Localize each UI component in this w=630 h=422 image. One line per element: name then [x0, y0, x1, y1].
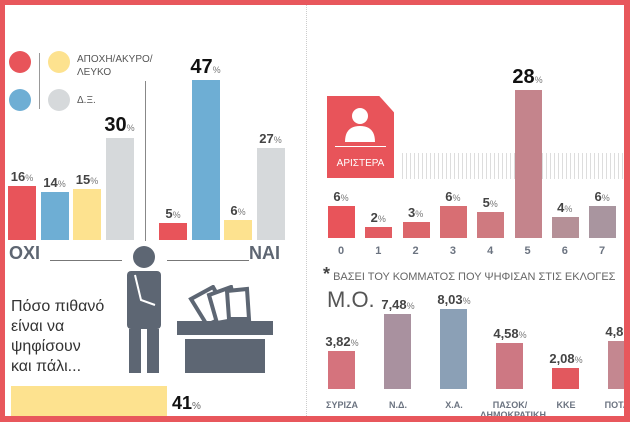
data-label: 6% [594, 189, 610, 205]
category-label: 0 [337, 245, 345, 257]
left-ideology-tag: ΑΡΙΣΤΕΡΑ [327, 96, 394, 178]
data-label: 4,58% [493, 326, 527, 342]
nai-label: ΝΑΙ [249, 243, 280, 263]
note: * ΒΑΣΕΙ ΤΟΥ ΚΟΜΜΑΤΟΣ ΠΟΥ ΨΗΦΙΣΑΝ ΣΤΙΣ ΕΚ… [323, 264, 615, 285]
asterisk: * [323, 264, 331, 284]
legend-dk-label: Δ.Ξ. [77, 95, 96, 106]
bar-party-0 [328, 350, 355, 389]
question-line: Πόσο πιθανό [11, 298, 105, 315]
bar-party-1 [384, 314, 411, 389]
party-label: Χ.Α. [445, 400, 463, 410]
data-label: 2,08% [549, 351, 583, 367]
category-label: 6 [561, 245, 568, 257]
bar-party-5 [608, 341, 624, 389]
ballot-box-icon [177, 285, 273, 373]
data-label: 47% [190, 56, 221, 79]
category-label: 1 [375, 245, 382, 257]
abstain-legend-swatch [48, 51, 70, 73]
question-line: ψηφίσουν [11, 338, 81, 355]
bar-scale-5 [514, 89, 542, 238]
bar-party-2 [440, 308, 467, 389]
nai-line [167, 260, 249, 261]
data-label: 6% [333, 189, 349, 205]
data-label: 30% [104, 114, 135, 136]
panel-divider [306, 5, 307, 416]
bar-party-4 [552, 368, 579, 389]
data-label: 28% [512, 65, 543, 88]
bar-scale-3 [439, 206, 467, 238]
legend-abstain-line2: ΛΕΥΚΟ [77, 67, 112, 78]
bar-party-3 [496, 343, 523, 389]
revote-unit: % [192, 401, 201, 412]
left-tag-label: ΑΡΙΣΤΕΡΑ [336, 158, 385, 169]
revote-value: 41 [172, 393, 193, 413]
question-line: και πάλι... [11, 358, 82, 375]
legend-divider [39, 53, 40, 109]
bar-ΝΑΙ-ΣΥΡΙΖΑ [159, 223, 187, 240]
data-label: 5% [482, 194, 498, 210]
person-icon [335, 108, 386, 147]
hatch-band [402, 153, 624, 179]
note-text: ΒΑΣΕΙ ΤΟΥ ΚΟΜΜΑΤΟΣ ΠΟΥ ΨΗΦΙΣΑΝ ΣΤΙΣ ΕΚΛΟ… [333, 271, 616, 283]
category-label: 7 [599, 245, 606, 257]
category-label: 5 [524, 245, 531, 257]
bar-scale-1 [365, 227, 393, 238]
bar-ΝΑΙ-Δ.Ξ. [256, 148, 285, 240]
data-label: 8,03% [437, 291, 471, 307]
bar-ΟΧΙ-Ν.Δ. [40, 192, 69, 240]
mo-title: Μ.Ο. [327, 287, 375, 312]
data-label: 6% [230, 202, 246, 218]
question-text: Πόσο πιθανό είναι να ψηφίσουν και πάλι..… [11, 297, 104, 377]
bar-ΝΑΙ-ΑΠΟΧΗ/ΑΚΥΡΟ/ΛΕΥΚΟ [224, 219, 252, 240]
legend-abstain-label: ΑΠΟΧΗ/ΑΚΥΡΟ/ΛΕΥΚΟ [77, 53, 153, 79]
data-label: 4% [557, 199, 573, 215]
category-label: 2 [412, 245, 419, 257]
party-label: ΣΥΡΙΖΑ [326, 400, 358, 410]
bar-scale-2 [402, 222, 430, 238]
data-label: 3,82% [325, 333, 359, 349]
thinking-person-icon [127, 246, 161, 373]
category-label: 3 [449, 245, 456, 257]
bar-scale-4 [477, 211, 505, 238]
party-label: ΠΟΤΑΜΙ [604, 400, 624, 410]
bar-scale-7 [589, 206, 617, 238]
data-label: 27% [259, 131, 282, 147]
bar-scale-6 [551, 216, 579, 238]
bar-ΟΧΙ-ΣΥΡΙΖΑ [8, 185, 36, 240]
revote-likelihood-value: 41% [172, 393, 201, 414]
data-label: 16% [10, 168, 34, 184]
data-label: 4,80% [605, 324, 624, 339]
dk-legend-swatch [48, 89, 70, 111]
party-label: Ν.Δ. [389, 400, 407, 410]
data-label: 6% [445, 189, 461, 205]
bar-ΝΑΙ-Ν.Δ. [191, 80, 220, 240]
syriza-legend-icon [9, 51, 31, 73]
revote-likelihood-bar [11, 386, 167, 416]
oxi-line [50, 260, 122, 261]
data-label: 14% [43, 175, 66, 191]
oxi-nai-divider [145, 81, 146, 241]
infographic: ΑΠΟΧΗ/ΑΚΥΡΟ/ΛΕΥΚΟ Δ.Ξ. ΟΧΙ ΝΑΙ Πόσο πιθα… [5, 5, 624, 416]
data-label: 15% [75, 172, 99, 187]
question-line: είναι να [11, 318, 65, 335]
data-label: 5% [165, 206, 181, 221]
data-label: 3% [407, 205, 424, 221]
bar-ΟΧΙ-Δ.Ξ. [105, 138, 134, 240]
category-label: 4 [487, 245, 494, 257]
data-label: 2% [370, 210, 386, 226]
party-label: ΠΑΣΟΚ/ ΔΗΜΟΚΡΑΤΙΚΗ [480, 400, 547, 416]
bar-scale-0 [328, 206, 355, 238]
legend-abstain-line1: ΑΠΟΧΗ/ΑΚΥΡΟ/ [77, 54, 153, 65]
party-label: ΚΚΕ [556, 400, 576, 410]
bar-ΟΧΙ-ΑΠΟΧΗ/ΑΚΥΡΟ/ΛΕΥΚΟ [73, 189, 101, 240]
oxi-label: ΟΧΙ [9, 243, 41, 263]
nd-legend-icon [9, 89, 31, 111]
data-label: 7,48% [381, 297, 415, 313]
